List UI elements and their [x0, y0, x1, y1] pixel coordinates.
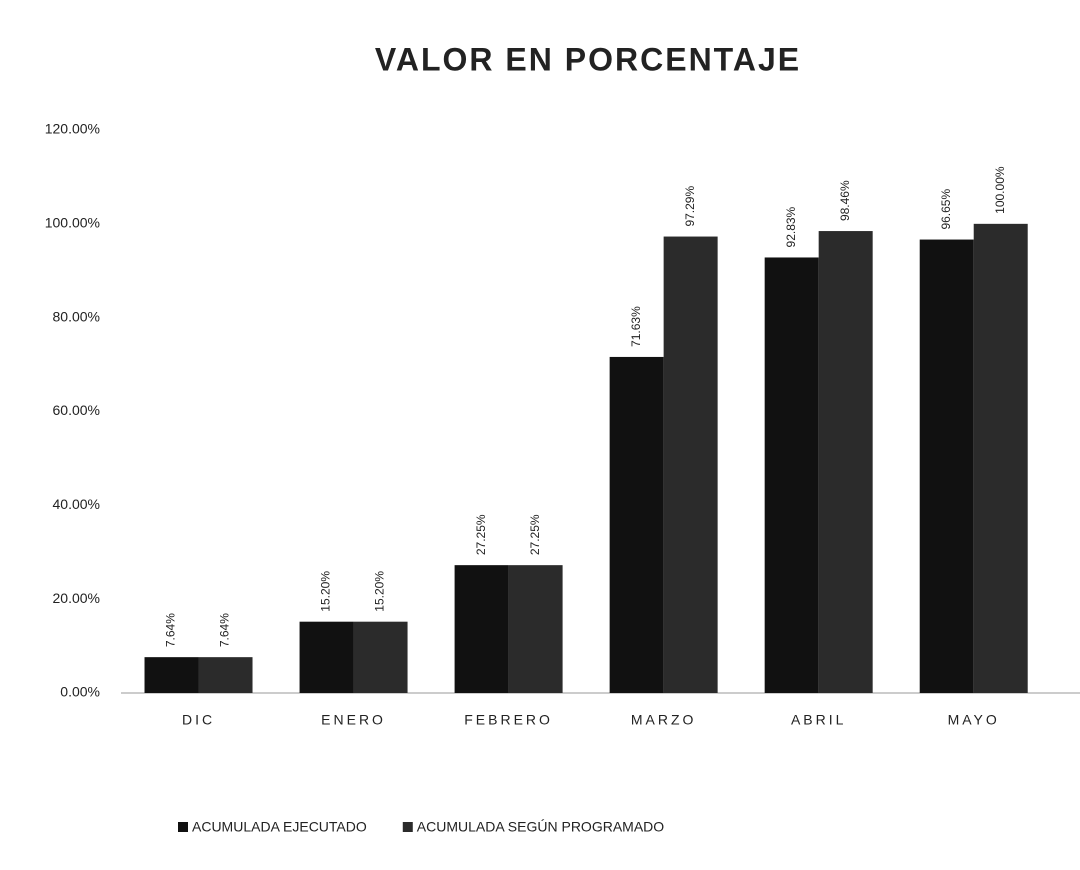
value-label: 97.29%: [683, 186, 697, 227]
bar: [198, 657, 253, 693]
bar: [764, 257, 819, 693]
value-label: 15.20%: [319, 571, 333, 612]
value-label: 92.83%: [784, 206, 798, 247]
value-label: 71.63%: [629, 306, 643, 347]
value-label: 7.64%: [164, 613, 178, 647]
value-label: 100.00%: [993, 166, 1007, 214]
x-tick-label: MAYO: [948, 712, 1000, 728]
y-tick-label: 80.00%: [53, 308, 100, 324]
x-tick-label: ABRIL: [791, 712, 846, 728]
y-tick-label: 100.00%: [45, 215, 100, 231]
y-tick-label: 40.00%: [53, 496, 100, 512]
bar: [919, 239, 974, 693]
bar: [818, 231, 873, 693]
value-label: 98.46%: [838, 180, 852, 221]
legend-label: ACUMULADA SEGÚN PROGRAMADO: [417, 819, 664, 835]
value-label: 27.25%: [528, 514, 542, 555]
legend-label: ACUMULADA EJECUTADO: [192, 819, 367, 835]
legend-swatch: [178, 822, 188, 832]
y-tick-label: 60.00%: [53, 402, 100, 418]
y-tick-label: 20.00%: [53, 590, 100, 606]
bar: [299, 621, 354, 693]
x-tick-label: FEBRERO: [464, 712, 553, 728]
bar: [353, 621, 408, 693]
value-label: 96.65%: [939, 189, 953, 230]
y-tick-label: 120.00%: [45, 121, 100, 137]
bar: [973, 223, 1028, 694]
value-label: 7.64%: [218, 613, 232, 647]
x-tick-label: DIC: [182, 712, 215, 728]
bar: [454, 565, 509, 693]
bar: [508, 565, 563, 693]
x-tick-label: MARZO: [631, 712, 697, 728]
bar: [609, 356, 664, 693]
y-tick-label: 0.00%: [60, 684, 100, 700]
legend-swatch: [402, 822, 413, 832]
x-tick-label: ENERO: [321, 712, 386, 728]
bar: [144, 657, 199, 693]
bar: [663, 236, 718, 694]
chart-title: VALOR EN PORCENTAJE: [375, 41, 801, 77]
value-label: 27.25%: [474, 514, 488, 555]
value-label: 15.20%: [373, 571, 387, 612]
